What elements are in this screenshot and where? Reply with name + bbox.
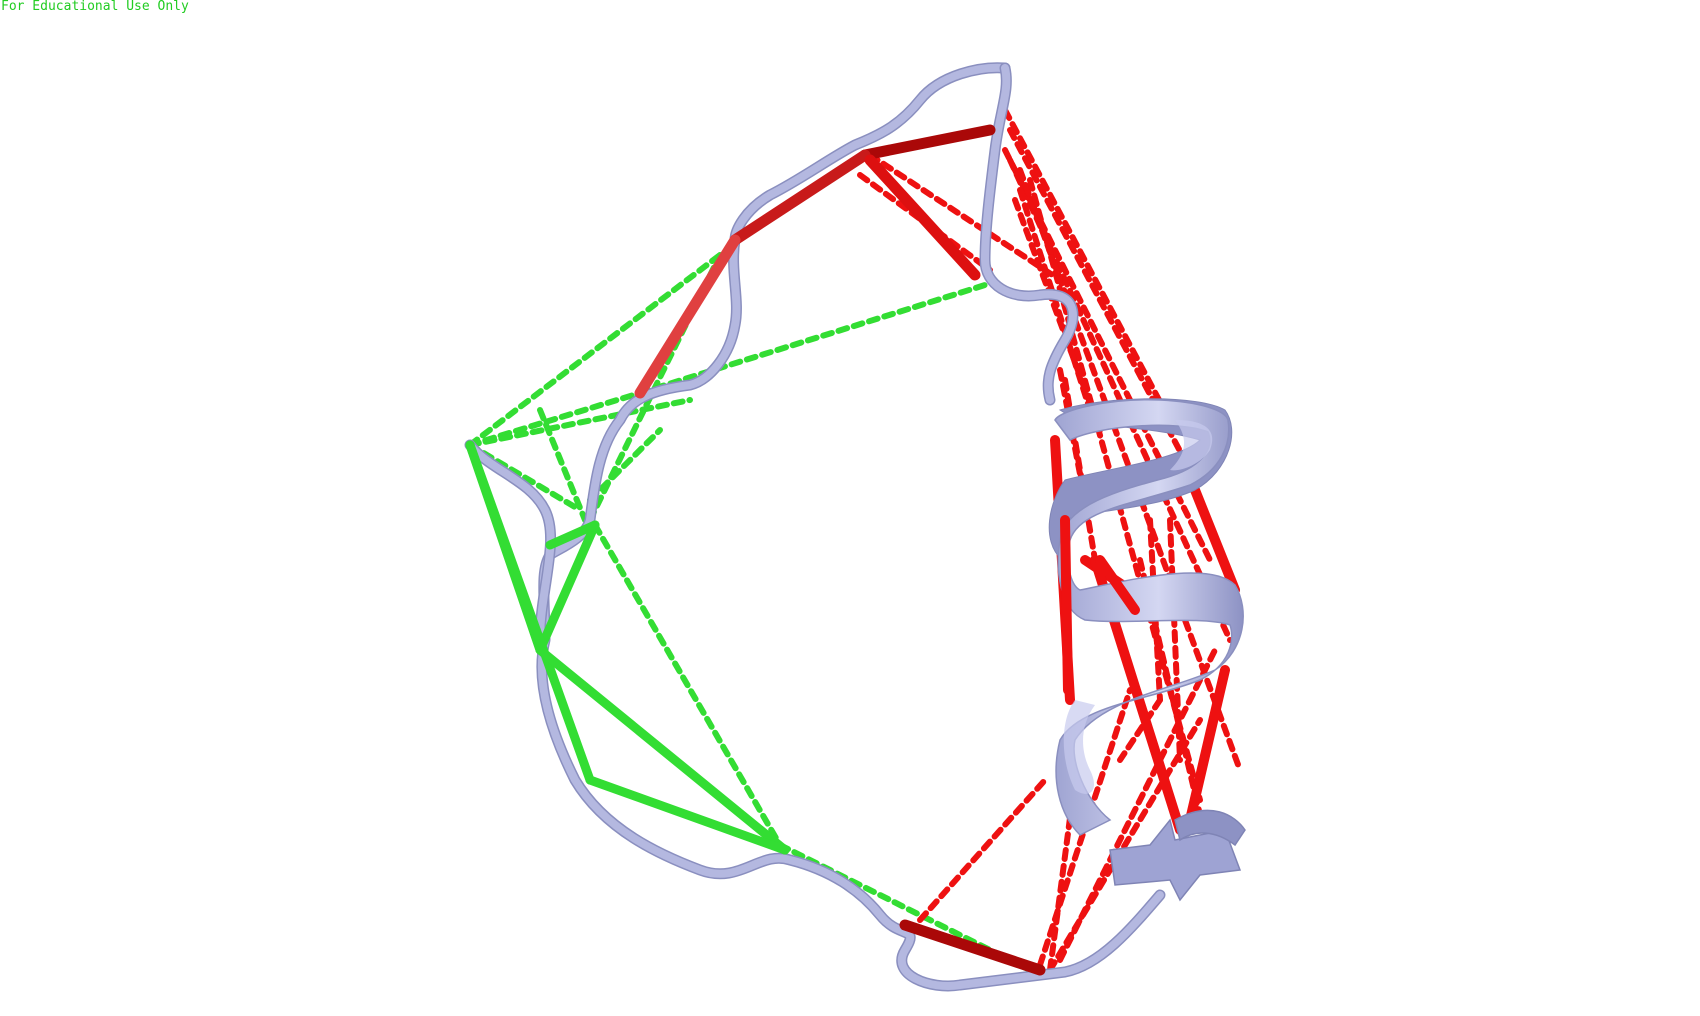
alpha-helix-ribbon — [1048, 398, 1246, 902]
green-solid-constraints — [465, 440, 790, 855]
red-foreground-rods — [1060, 515, 1140, 695]
red-solid-constraints — [634, 124, 1240, 976]
protein-backbone-tube — [464, 62, 1166, 992]
watermark-text: For Educational Use Only — [1, 0, 189, 14]
